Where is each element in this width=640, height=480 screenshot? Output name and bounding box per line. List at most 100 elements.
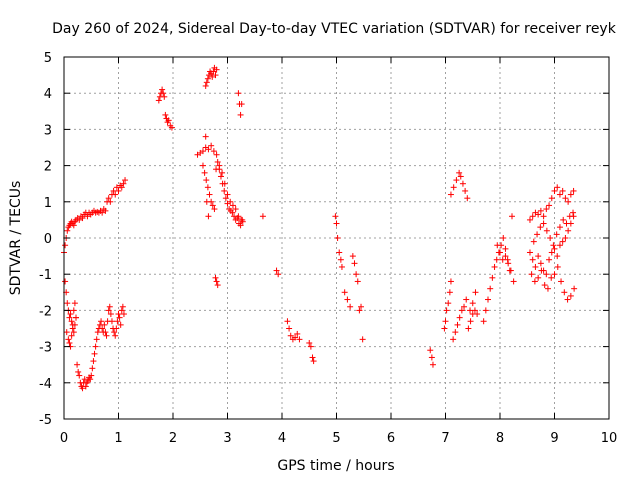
data-point [482, 307, 489, 314]
x-tick-label: 5 [332, 431, 340, 446]
data-point [310, 358, 317, 365]
data-point [458, 307, 465, 314]
data-point [210, 68, 217, 75]
data-point [556, 191, 563, 198]
data-point [500, 235, 507, 241]
chart-title: Day 260 of 2024, Sidereal Day-to-day VTE… [52, 21, 617, 37]
data-point [235, 90, 242, 97]
data-point [450, 336, 457, 343]
data-point [538, 267, 545, 274]
data-point [75, 368, 82, 375]
data-point [531, 278, 538, 285]
data-point [528, 271, 535, 278]
data-point [216, 166, 223, 173]
data-point [99, 209, 106, 216]
data-point [219, 169, 226, 176]
data-points [61, 64, 578, 392]
data-point [459, 180, 466, 187]
data-point [69, 325, 76, 332]
data-point [559, 187, 566, 194]
data-point [212, 72, 219, 79]
x-tick-label: 9 [550, 431, 558, 446]
data-point [354, 278, 361, 285]
data-point [332, 213, 339, 220]
data-point [119, 303, 126, 310]
y-tick-label: -1 [39, 268, 52, 283]
data-point [454, 321, 461, 328]
data-point [113, 325, 120, 332]
data-point [443, 307, 450, 314]
y-tick-label: -5 [39, 413, 52, 428]
data-point [564, 296, 571, 303]
data-point [209, 202, 216, 209]
data-point [292, 334, 299, 341]
data-point [336, 249, 343, 256]
data-point [565, 227, 572, 234]
data-point [284, 318, 291, 325]
data-point [217, 173, 224, 180]
data-point [117, 321, 124, 328]
data-point [102, 207, 109, 214]
data-point [543, 271, 550, 278]
data-point [543, 206, 550, 213]
data-point [199, 162, 206, 169]
data-point [239, 216, 246, 223]
data-point [211, 206, 218, 213]
data-point [554, 184, 561, 191]
data-point [103, 332, 110, 339]
data-point [70, 222, 77, 229]
data-point [561, 289, 568, 296]
data-point [115, 311, 122, 318]
data-point [537, 207, 544, 214]
data-point [214, 282, 221, 289]
data-point [67, 311, 74, 318]
data-point [231, 213, 238, 220]
data-point [566, 213, 573, 220]
data-point [112, 332, 119, 339]
data-point [202, 82, 209, 89]
data-point [72, 314, 79, 321]
data-point [554, 263, 561, 270]
data-point [349, 253, 356, 260]
data-point [213, 151, 220, 158]
data-point [76, 372, 83, 379]
data-point [234, 215, 241, 222]
y-tick-label: 3 [44, 123, 52, 138]
data-point [560, 216, 567, 223]
y-tick-label: 1 [44, 196, 52, 211]
data-point [358, 303, 365, 310]
data-point [344, 296, 351, 303]
data-point [107, 311, 114, 318]
data-point [526, 249, 533, 256]
data-point [529, 256, 536, 263]
data-point [108, 318, 115, 325]
data-point [472, 289, 479, 296]
data-point [551, 271, 558, 278]
data-point [502, 245, 509, 252]
data-point [474, 311, 481, 318]
data-point [502, 253, 509, 260]
data-point [106, 303, 113, 310]
data-point [428, 354, 435, 361]
data-point [553, 231, 560, 238]
data-point [161, 93, 168, 100]
data-point [537, 260, 544, 267]
y-axis-ticks: 5 4 3 2 1 0 -1 -2 -3 -4 -5 [39, 51, 609, 428]
data-point [203, 198, 210, 205]
data-point [453, 177, 460, 184]
data-point [120, 311, 127, 318]
data-point [541, 282, 548, 289]
data-point [205, 213, 212, 220]
data-point [493, 256, 500, 263]
data-point [510, 278, 517, 285]
data-point [87, 376, 94, 383]
data-point [562, 235, 569, 241]
data-point [353, 271, 360, 278]
data-point [467, 307, 474, 314]
data-point [221, 187, 228, 194]
data-point [71, 321, 78, 328]
data-point [450, 184, 457, 191]
data-point [462, 187, 469, 194]
data-point [206, 191, 213, 198]
y-tick-label: -2 [39, 304, 52, 319]
